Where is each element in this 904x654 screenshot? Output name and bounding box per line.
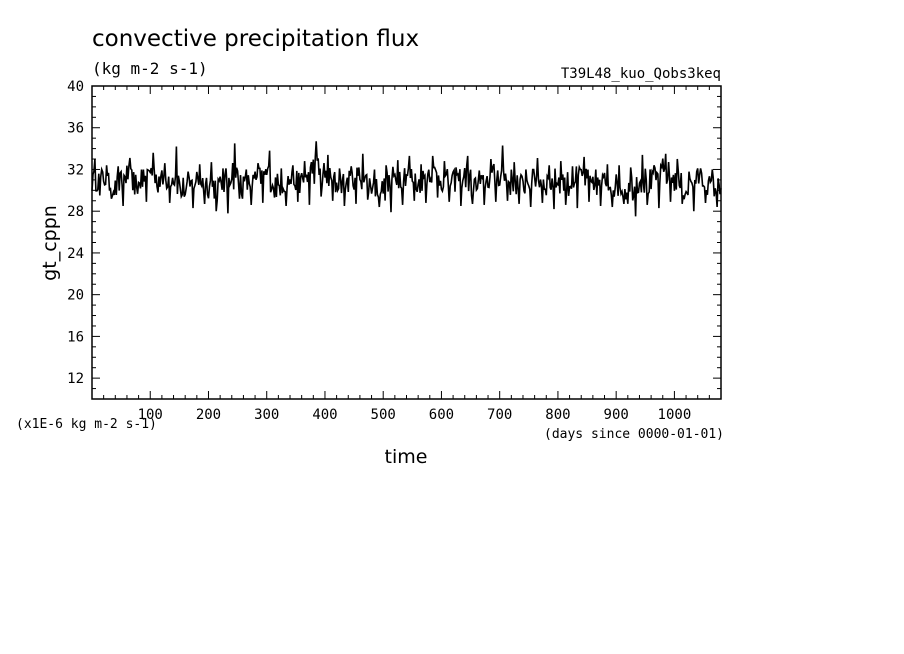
y-tick-labels: 12 16 20 24 28 32 36 40 (67, 79, 84, 387)
y-tick-label: 28 (67, 204, 84, 220)
x-units-label: (days since 0000-01-01) (544, 427, 724, 442)
axis-ticks (92, 86, 721, 399)
x-tick-label: 300 (254, 407, 279, 423)
y-tick-label: 36 (67, 121, 84, 137)
experiment-label: T39L48_kuo_Qobs3keq (561, 66, 721, 82)
x-tick-label: 900 (604, 407, 629, 423)
chart-subtitle: (kg m-2 s-1) (92, 59, 208, 78)
x-tick-label: 700 (487, 407, 512, 423)
y-tick-label: 16 (67, 329, 84, 345)
x-tick-label: 600 (429, 407, 454, 423)
x-tick-label: 400 (312, 407, 337, 423)
y-tick-label: 32 (67, 162, 84, 178)
plot-frame (91, 85, 722, 400)
x-tick-labels: 100 200 300 400 500 600 700 800 900 1000 (138, 407, 692, 423)
x-tick-label: 200 (196, 407, 221, 423)
chart-title: convective precipitation flux (92, 26, 419, 52)
y-scale-note: (x1E-6 kg m-2 s-1) (16, 417, 157, 432)
y-tick-label: 12 (67, 371, 84, 387)
x-tick-label: 800 (545, 407, 570, 423)
series-group (91, 141, 722, 217)
y-tick-label: 40 (67, 79, 84, 95)
x-tick-label: 100 (138, 407, 163, 423)
y-axis-label: gt_cppn (39, 205, 61, 281)
x-tick-label: 1000 (658, 407, 692, 423)
series-line (91, 141, 722, 217)
plot-area (91, 85, 722, 400)
y-tick-label: 20 (67, 288, 84, 304)
y-tick-label: 24 (67, 246, 84, 262)
x-tick-label: 500 (371, 407, 396, 423)
x-axis-label: time (385, 446, 428, 468)
